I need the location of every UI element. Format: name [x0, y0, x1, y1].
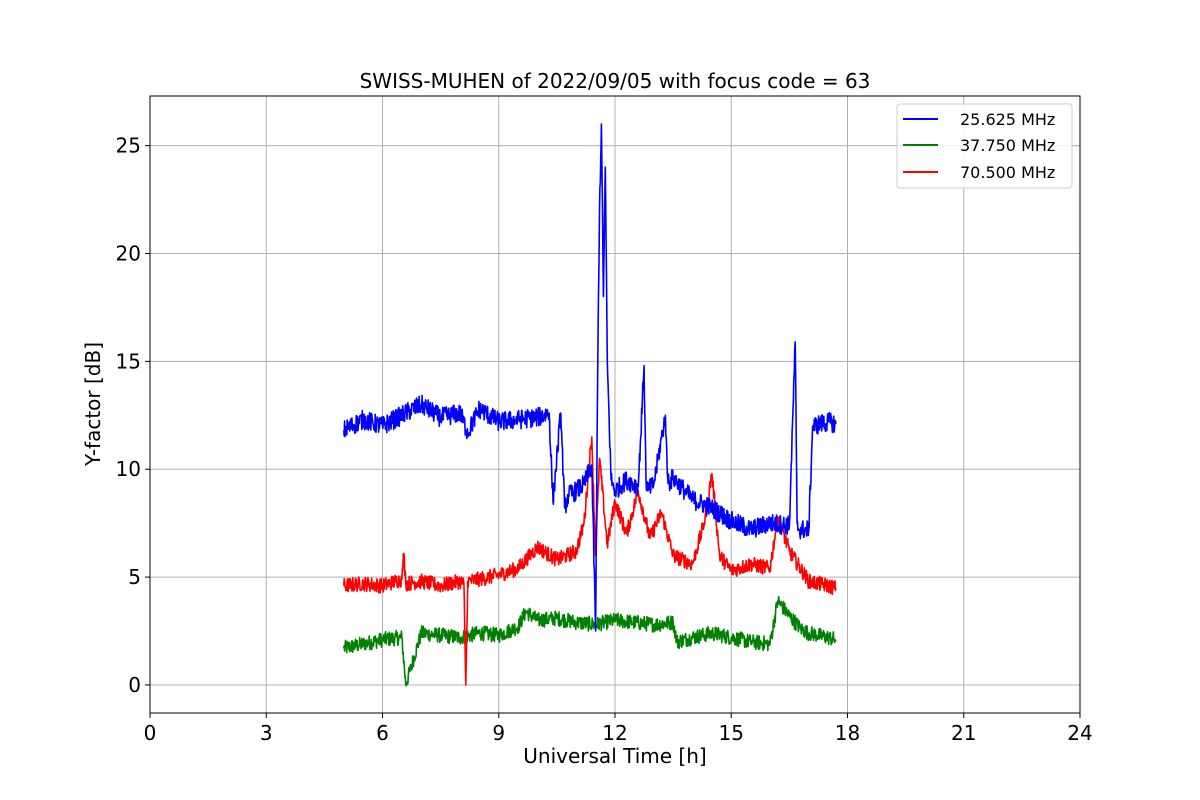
- chart-title: SWISS-MUHEN of 2022/09/05 with focus cod…: [360, 69, 871, 93]
- y-tick-label: 20: [116, 241, 141, 265]
- ticks: 0 3 6 9 12 15 18 21 24 0 5 10 15 20 25: [116, 134, 1093, 745]
- y-tick-label: 15: [116, 349, 141, 373]
- x-tick-label: 3: [260, 721, 273, 745]
- x-tick-label: 9: [492, 721, 505, 745]
- legend: 25.625 MHz 37.750 MHz 70.500 MHz: [896, 103, 1073, 189]
- series-line-2: [343, 436, 837, 686]
- series-line-1: [343, 595, 837, 687]
- x-axis-label: Universal Time [h]: [523, 744, 706, 768]
- x-tick-label: 12: [602, 721, 627, 745]
- x-tick-label: 24: [1067, 721, 1092, 745]
- legend-frame: [896, 103, 1073, 189]
- series-line-0: [343, 123, 837, 632]
- x-tick-label: 18: [835, 721, 860, 745]
- y-tick-label: 25: [116, 134, 141, 158]
- series-group: [343, 123, 837, 687]
- y-tick-label: 10: [116, 457, 141, 481]
- legend-label-70500: 70.500 MHz: [960, 163, 1055, 182]
- legend-label-25625: 25.625 MHz: [960, 110, 1055, 129]
- y-tick-label: 0: [128, 673, 141, 697]
- x-tick-label: 0: [144, 721, 157, 745]
- y-tick-label: 5: [128, 565, 141, 589]
- x-tick-label: 6: [376, 721, 389, 745]
- x-tick-label: 21: [951, 721, 976, 745]
- y-axis-label: Y-factor [dB]: [81, 342, 105, 467]
- x-tick-label: 15: [719, 721, 744, 745]
- legend-label-37750: 37.750 MHz: [960, 136, 1055, 155]
